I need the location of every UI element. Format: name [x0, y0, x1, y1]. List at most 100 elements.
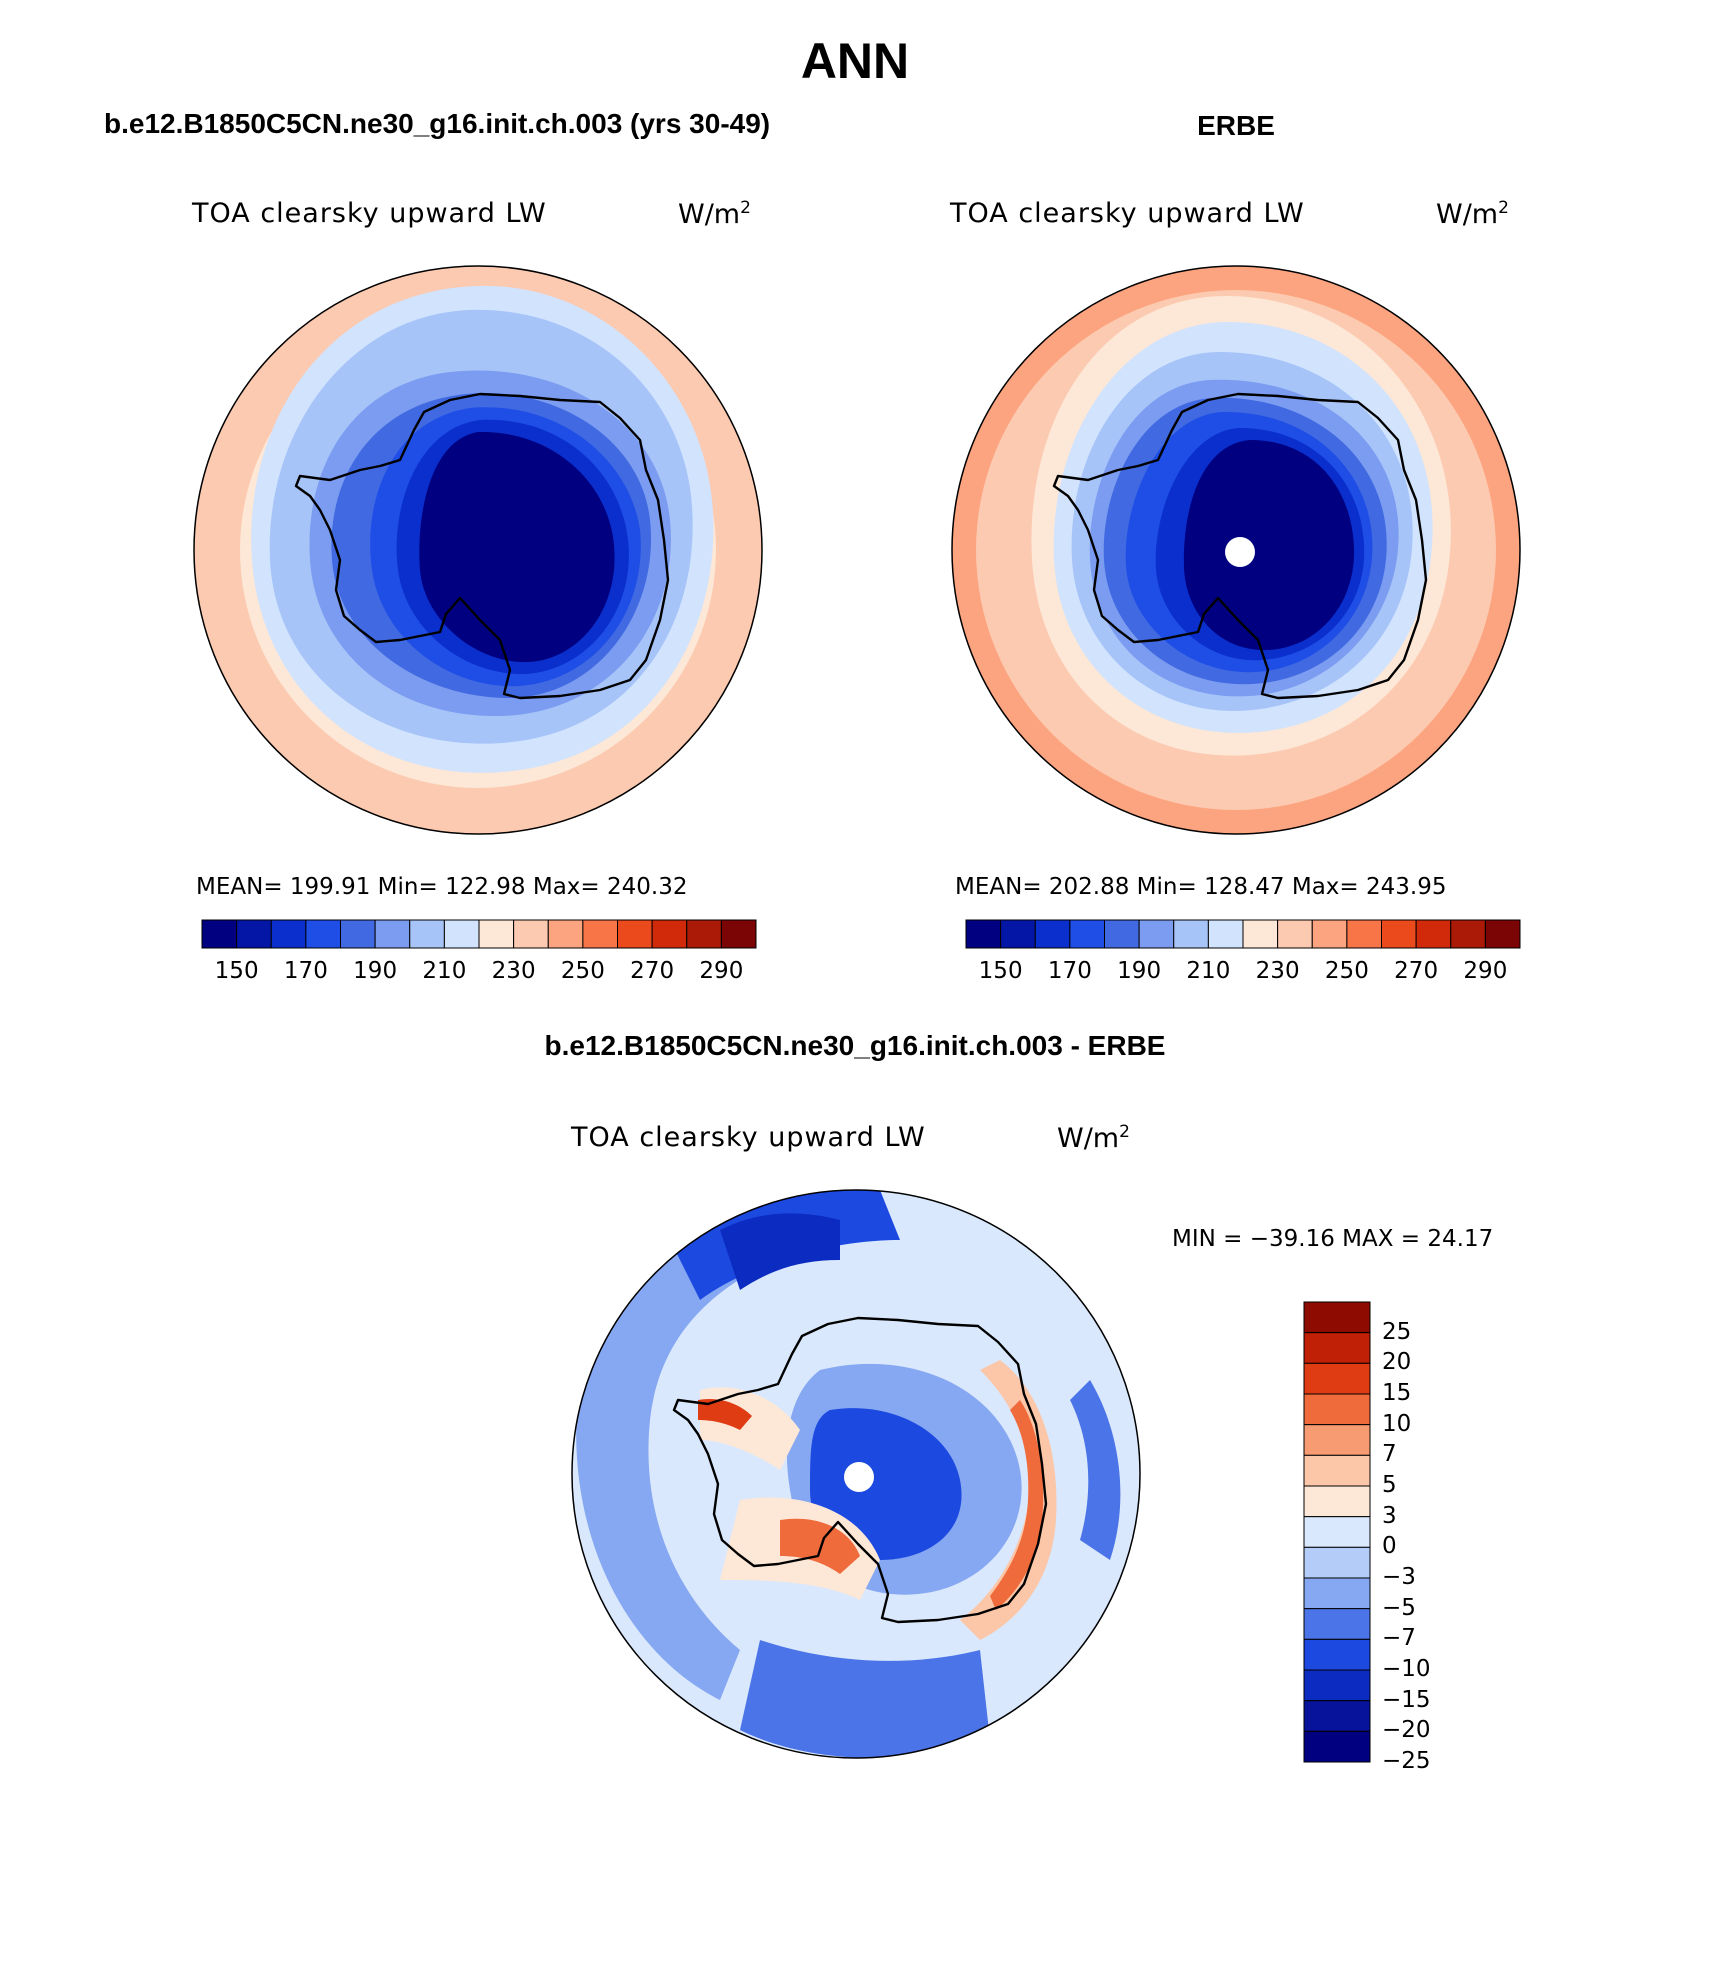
colorbar-tick-label: 150 — [978, 958, 1023, 984]
diff-panel-variable: TOA clearsky upward LW — [571, 1122, 926, 1153]
colorbar-swatch — [1138, 919, 1175, 949]
panel-2-colorbar — [965, 919, 1521, 949]
colorbar-tick-label: 25 — [1382, 1318, 1412, 1345]
panel-1-map-border — [193, 265, 763, 835]
colorbar-swatch — [1069, 919, 1105, 949]
colorbar-swatch — [686, 919, 722, 949]
colorbar-swatch — [1303, 1608, 1371, 1640]
colorbar-tick-label: 210 — [422, 958, 467, 984]
colorbar-swatch — [965, 919, 1002, 949]
colorbar-tick-label: 230 — [1255, 958, 1300, 984]
diff-panel-map — [572, 1190, 1140, 1758]
colorbar-tick-label: 20 — [1382, 1349, 1412, 1376]
p2-pole-hole — [1225, 537, 1255, 567]
colorbar-tick-label: 290 — [699, 958, 744, 984]
colorbar-swatch — [201, 919, 238, 949]
panel-1-coastline — [294, 392, 670, 700]
colorbar-swatch — [1303, 1577, 1371, 1610]
diff-panel-map-border — [571, 1189, 1141, 1759]
colorbar-swatch — [478, 919, 515, 949]
colorbar-tick-label: −15 — [1382, 1686, 1431, 1713]
colorbar-swatch — [1104, 919, 1140, 949]
panel-2-map — [952, 266, 1520, 834]
colorbar-swatch — [1303, 1700, 1371, 1732]
colorbar-swatch — [1034, 919, 1071, 949]
colorbar-swatch — [1303, 1393, 1371, 1426]
colorbar-swatch — [1000, 919, 1036, 949]
colorbar-swatch — [1303, 1669, 1371, 1702]
colorbar-tick-label: 5 — [1382, 1472, 1397, 1498]
panel-1-variable: TOA clearsky upward LW — [192, 198, 547, 229]
colorbar-tick-label: 170 — [1047, 958, 1092, 984]
colorbar-swatch — [1303, 1332, 1371, 1364]
p2-band-min — [1183, 440, 1355, 651]
colorbar-swatch — [1303, 1730, 1371, 1763]
d-band-minus10-south — [740, 1640, 990, 1758]
d-band-minus25-north — [720, 1213, 840, 1290]
panel-2-stats: MEAN= 202.88 Min= 128.47 Max= 243.95 — [955, 874, 1447, 900]
colorbar-tick-label: 250 — [1324, 958, 1369, 984]
colorbar-swatch — [1303, 1638, 1371, 1671]
colorbar-tick-label: 190 — [353, 958, 398, 984]
colorbar-swatch — [1207, 919, 1244, 949]
colorbar-tick-label: −3 — [1382, 1564, 1416, 1590]
colorbar-swatch — [443, 919, 480, 949]
colorbar-swatch — [513, 919, 549, 949]
colorbar-swatch — [1303, 1424, 1371, 1456]
colorbar-swatch — [1450, 919, 1486, 949]
colorbar-tick-label: 250 — [560, 958, 605, 984]
d-band-plus10-ring — [990, 1400, 1044, 1610]
colorbar-swatch — [270, 919, 307, 949]
colorbar-swatch — [1484, 919, 1521, 949]
colorbar-swatch — [1303, 1516, 1371, 1548]
diff-panel-coastline — [672, 1316, 1048, 1624]
colorbar-swatch — [1242, 919, 1279, 949]
colorbar-swatch — [409, 919, 445, 949]
p1-band-min — [419, 431, 615, 663]
colorbar-swatch — [1303, 1362, 1371, 1395]
colorbar-tick-label: 10 — [1382, 1410, 1412, 1437]
colorbar-tick-label: −25 — [1382, 1748, 1431, 1774]
colorbar-tick-label: 3 — [1382, 1502, 1397, 1529]
colorbar-tick-label: 230 — [491, 958, 536, 984]
panel-1-header: b.e12.B1850C5CN.ne30_g16.init.ch.003 (yr… — [104, 108, 771, 139]
colorbar-swatch — [617, 919, 653, 949]
diff-panel-units: W/m2 — [1057, 1122, 1130, 1154]
colorbar-tick-label: 170 — [283, 958, 328, 984]
colorbar-swatch — [651, 919, 688, 949]
colorbar-tick-label: 150 — [214, 958, 259, 984]
panel-1-colorbar — [201, 919, 757, 949]
colorbar-swatch — [1415, 919, 1452, 949]
colorbar-swatch — [1303, 1301, 1371, 1334]
panel-2-units: W/m2 — [1436, 198, 1509, 230]
colorbar-swatch — [374, 919, 411, 949]
colorbar-swatch — [1381, 919, 1417, 949]
colorbar-tick-label: −10 — [1382, 1656, 1431, 1682]
colorbar-swatch — [1303, 1454, 1371, 1487]
colorbar-swatch — [1311, 919, 1348, 949]
panel-1-map — [194, 266, 762, 834]
colorbar-swatch — [720, 919, 757, 949]
colorbar-swatch — [1173, 919, 1209, 949]
colorbar-swatch — [1277, 919, 1313, 949]
colorbar-swatch — [1303, 1485, 1371, 1518]
diff-panel-stats: MIN = −39.16 MAX = 24.17 — [1172, 1226, 1494, 1252]
panel-2-variable: TOA clearsky upward LW — [950, 198, 1305, 229]
colorbar-swatch — [305, 919, 341, 949]
d-pole-hole — [844, 1462, 874, 1492]
colorbar-tick-label: 0 — [1382, 1533, 1397, 1560]
colorbar-tick-label: 270 — [1394, 958, 1439, 984]
colorbar-tick-label: 210 — [1186, 958, 1231, 984]
colorbar-swatch — [340, 919, 376, 949]
d-band-plus15-peninsula — [698, 1398, 752, 1430]
diff-colorbar — [1303, 1301, 1371, 1763]
colorbar-tick-label: −20 — [1382, 1717, 1431, 1744]
colorbar-swatch — [1303, 1546, 1371, 1579]
colorbar-swatch — [1346, 919, 1382, 949]
colorbar-swatch — [582, 919, 618, 949]
colorbar-tick-label: −5 — [1382, 1594, 1416, 1621]
colorbar-tick-label: 190 — [1117, 958, 1162, 984]
colorbar-swatch — [236, 919, 272, 949]
colorbar-swatch — [547, 919, 584, 949]
colorbar-tick-label: −7 — [1382, 1625, 1416, 1652]
